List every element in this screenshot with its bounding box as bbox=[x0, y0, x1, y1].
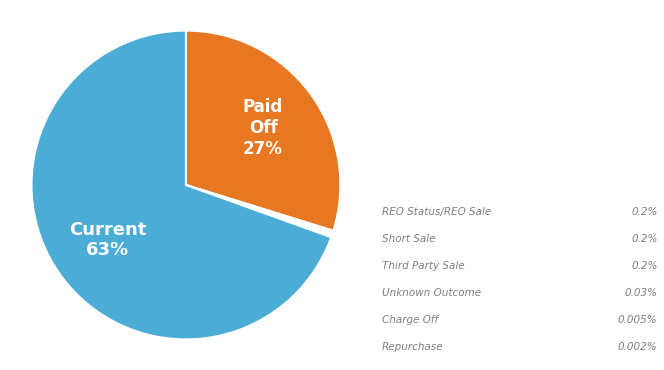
Text: Paid
Off
27%: Paid Off 27% bbox=[243, 98, 283, 158]
Text: Unknown Outcome: Unknown Outcome bbox=[382, 288, 481, 298]
Wedge shape bbox=[186, 185, 331, 237]
Wedge shape bbox=[186, 31, 341, 231]
Wedge shape bbox=[186, 185, 331, 237]
Text: 0.2%: 0.2% bbox=[631, 234, 657, 244]
Wedge shape bbox=[186, 185, 333, 233]
Text: Third Party Sale: Third Party Sale bbox=[382, 261, 464, 271]
Wedge shape bbox=[186, 185, 332, 237]
Text: 0.005%: 0.005% bbox=[618, 315, 657, 325]
Text: 0.03%: 0.03% bbox=[624, 288, 657, 298]
Text: Current
63%: Current 63% bbox=[69, 221, 146, 259]
Wedge shape bbox=[31, 31, 331, 339]
Text: 0.002%: 0.002% bbox=[618, 342, 657, 353]
Text: Charge Off: Charge Off bbox=[382, 315, 438, 325]
Text: Repurchase: Repurchase bbox=[382, 342, 444, 353]
Text: REO Status/REO Sale: REO Status/REO Sale bbox=[382, 207, 491, 217]
Text: Short Sale: Short Sale bbox=[382, 234, 436, 244]
Wedge shape bbox=[186, 185, 333, 235]
Wedge shape bbox=[186, 185, 331, 237]
Text: 0.2%: 0.2% bbox=[631, 261, 657, 271]
Text: 0.2%: 0.2% bbox=[631, 207, 657, 217]
